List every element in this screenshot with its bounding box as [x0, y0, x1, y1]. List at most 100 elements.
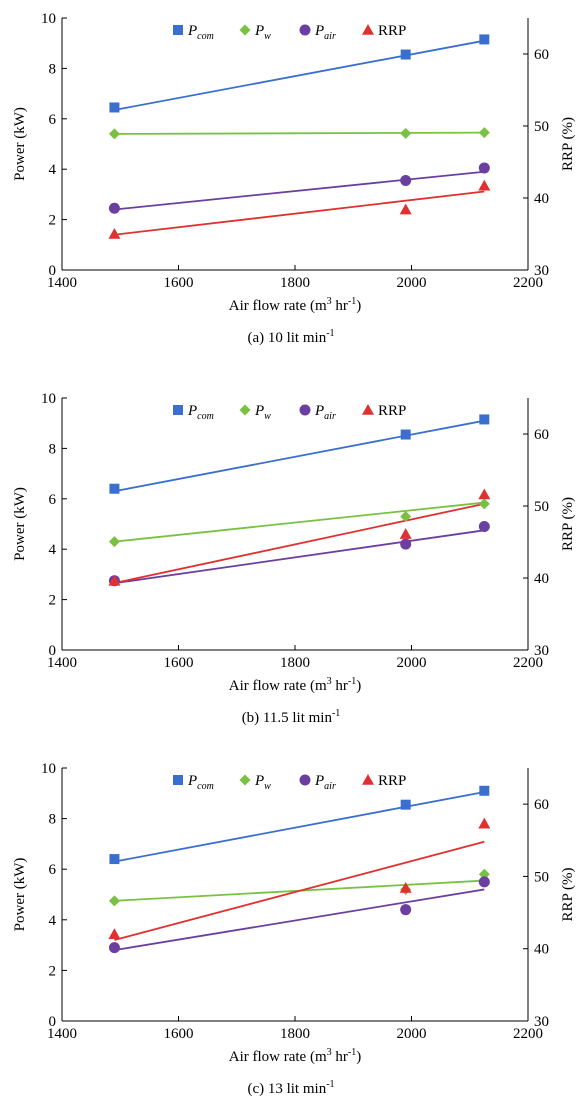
x-tick-label: 2000 [397, 1026, 427, 1042]
x-tick-label: 2200 [513, 655, 543, 671]
data-point [478, 127, 490, 139]
legend-label-name: RRP [378, 773, 406, 789]
y-tick-label: 4 [49, 542, 57, 558]
y2-tick-label: 40 [534, 942, 549, 958]
data-point [109, 854, 120, 865]
x-axis-label-text: ) [356, 298, 361, 314]
legend-label-sub: w [264, 411, 271, 422]
series-fit-line [114, 791, 485, 863]
legend-label: Pair [314, 23, 336, 42]
legend-label: Pair [314, 403, 336, 422]
legend-marker [173, 405, 183, 415]
data-point [400, 799, 411, 810]
x-tick-label: 1600 [164, 655, 194, 671]
legend-marker [239, 404, 251, 416]
legend-label-sub: com [197, 781, 214, 792]
legend-label: Pw [254, 773, 271, 792]
data-point [108, 942, 120, 954]
data-point [479, 785, 490, 796]
legend-marker [362, 24, 374, 35]
data-point [478, 521, 490, 533]
y-axis-label: Power (kW) [12, 487, 28, 561]
y2-axis-label: RRP (%) [560, 117, 576, 171]
data-point [478, 488, 491, 500]
x-axis-label-text: Air flow rate (m [229, 298, 327, 314]
y2-tick-label: 30 [534, 643, 549, 659]
data-point [479, 414, 490, 425]
x-axis-label-text: Air flow rate (m [229, 678, 327, 694]
y-tick-label: 4 [49, 162, 57, 178]
legend-label-sub: air [324, 411, 336, 422]
x-tick-label: 1400 [47, 1026, 77, 1042]
legend-label-sub: w [264, 31, 271, 42]
x-axis-label-text: hr [332, 678, 348, 694]
legend-label-sub: w [264, 781, 271, 792]
x-axis-label-sup: 3 [327, 296, 332, 307]
data-point [399, 881, 412, 893]
legend-label: Pcom [187, 773, 214, 792]
legend-label: RRP [378, 773, 406, 789]
y2-tick-label: 50 [534, 499, 549, 515]
legend-marker [239, 24, 251, 36]
data-point [478, 876, 490, 888]
series-fit-line [114, 419, 485, 493]
legend-label: Pw [254, 403, 271, 422]
data-point [399, 203, 412, 215]
legend-marker [362, 404, 374, 415]
chart-caption-text: (a) 10 lit min [247, 330, 326, 346]
series-fit-line [114, 529, 485, 585]
x-tick-label: 1400 [47, 275, 77, 291]
legend-label-name: P [187, 403, 197, 419]
x-tick-label: 2200 [513, 275, 543, 291]
data-point [400, 538, 412, 550]
x-axis-label: Air flow rate (m3 hr-1) [229, 296, 361, 314]
data-point [108, 128, 120, 140]
legend-label-name: P [254, 23, 264, 39]
y-tick-label: 2 [49, 593, 57, 609]
x-axis-label-sup: 3 [327, 1047, 332, 1058]
chart-caption: (b) 11.5 lit min-1 [242, 708, 341, 726]
series-fit-line [114, 840, 485, 941]
legend-label: RRP [378, 403, 406, 419]
chart-panel-3: 1400 1600 1800 2000 2200 0 2 4 6 8 10 30 40 50 60 Air f… [12, 761, 576, 1097]
legend-marker [173, 775, 183, 785]
legend-label-name: P [314, 403, 324, 419]
y2-axis-label: RRP (%) [560, 497, 576, 551]
data-point [400, 175, 412, 187]
y2-axis-label: RRP (%) [560, 867, 576, 921]
y2-tick-label: 60 [534, 47, 549, 63]
series-fit-line [114, 888, 485, 952]
y-tick-label: 0 [49, 263, 57, 279]
x-tick-label: 1800 [280, 1026, 310, 1042]
x-tick-label: 2000 [397, 655, 427, 671]
y-tick-label: 10 [41, 761, 56, 777]
y-tick-label: 2 [49, 213, 57, 229]
x-axis-label-text: ) [356, 1049, 361, 1065]
y-tick-label: 10 [41, 391, 56, 407]
legend-label: RRP [378, 23, 406, 39]
data-point [478, 498, 490, 510]
chart-caption-sup: -1 [332, 708, 340, 719]
data-point [108, 574, 121, 586]
y-axis-label: Power (kW) [12, 858, 28, 932]
y2-tick-label: 50 [534, 869, 549, 885]
x-tick-label: 1800 [280, 275, 310, 291]
y-tick-label: 4 [49, 913, 57, 929]
y2-tick-label: 40 [534, 191, 549, 207]
legend-label-name: RRP [378, 403, 406, 419]
y2-tick-label: 60 [534, 427, 549, 443]
chart-caption: (a) 10 lit min-1 [247, 328, 334, 346]
y-tick-label: 10 [41, 11, 56, 27]
data-point [400, 510, 412, 522]
y-tick-label: 2 [49, 963, 57, 979]
data-point [478, 162, 490, 174]
x-axis-label-text: hr [332, 298, 348, 314]
x-tick-label: 2000 [397, 275, 427, 291]
legend-label-name: P [254, 773, 264, 789]
data-point [400, 127, 412, 139]
legend-marker [299, 404, 311, 416]
legend-label: Pcom [187, 403, 214, 422]
y2-tick-label: 30 [534, 1014, 549, 1030]
series-fit-line [114, 39, 485, 111]
